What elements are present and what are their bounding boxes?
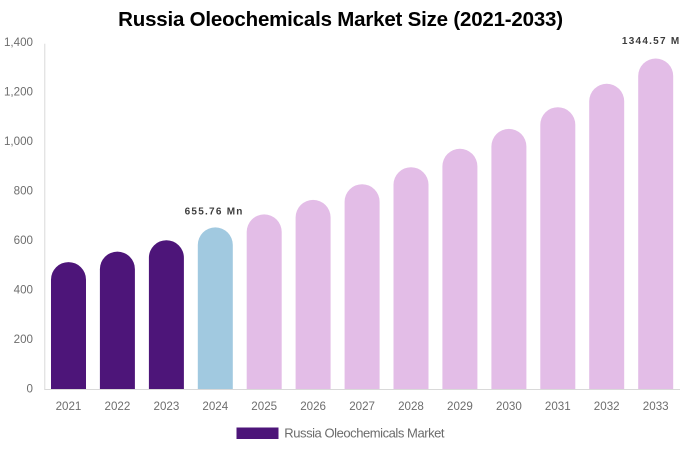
svg-text:800: 800 bbox=[14, 185, 33, 198]
svg-text:2023: 2023 bbox=[154, 400, 180, 413]
svg-text:2021: 2021 bbox=[56, 400, 82, 413]
svg-text:600: 600 bbox=[14, 234, 33, 247]
svg-text:0: 0 bbox=[27, 383, 33, 396]
svg-text:1344.57 Mn: 1344.57 Mn bbox=[622, 36, 680, 47]
svg-text:2029: 2029 bbox=[447, 400, 473, 413]
svg-text:Russia Oleochemicals Market: Russia Oleochemicals Market bbox=[284, 426, 445, 441]
svg-text:2024: 2024 bbox=[202, 400, 228, 413]
svg-text:2026: 2026 bbox=[300, 400, 326, 413]
svg-text:200: 200 bbox=[14, 333, 33, 346]
svg-text:2022: 2022 bbox=[105, 400, 131, 413]
svg-text:2032: 2032 bbox=[594, 400, 620, 413]
svg-text:Russia Oleochemicals Market Si: Russia Oleochemicals Market Size (2021-2… bbox=[118, 8, 563, 31]
svg-text:1,400: 1,400 bbox=[4, 36, 33, 49]
svg-text:2031: 2031 bbox=[545, 400, 571, 413]
svg-text:2033: 2033 bbox=[643, 400, 669, 413]
svg-text:1,000: 1,000 bbox=[4, 135, 33, 148]
svg-text:1,200: 1,200 bbox=[4, 86, 33, 99]
svg-text:2030: 2030 bbox=[496, 400, 522, 413]
svg-text:400: 400 bbox=[14, 284, 33, 297]
svg-text:2027: 2027 bbox=[349, 400, 375, 413]
svg-text:2028: 2028 bbox=[398, 400, 424, 413]
svg-text:2025: 2025 bbox=[251, 400, 277, 413]
svg-text:655.76 Mn: 655.76 Mn bbox=[185, 207, 244, 218]
